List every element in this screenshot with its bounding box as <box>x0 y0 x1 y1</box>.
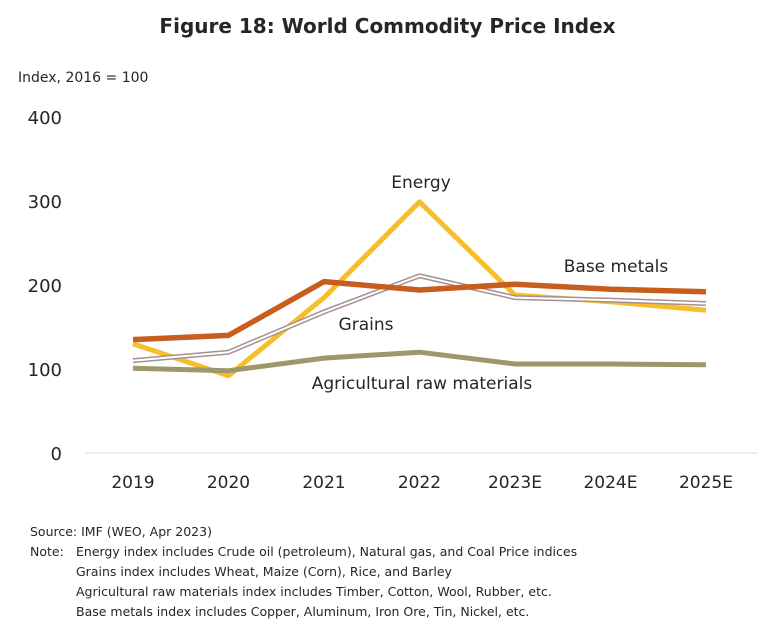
x-tick-label: 2023E <box>488 473 542 493</box>
series-label-energy: Energy <box>391 173 451 193</box>
y-axis-label: Index, 2016 = 100 <box>18 70 149 86</box>
x-tick-label: 2025E <box>679 473 733 493</box>
y-tick-label: 200 <box>28 276 62 297</box>
y-tick-label: 100 <box>28 360 62 381</box>
note-line-2: Grains index includes Wheat, Maize (Corn… <box>76 564 452 579</box>
note-line-1-row: Note: Energy index includes Crude oil (pe… <box>30 542 577 562</box>
chart-notes: Source: IMF (WEO, Apr 2023) Note: Energy … <box>30 522 577 622</box>
x-tick-label: 2020 <box>207 473 250 493</box>
y-tick-label: 0 <box>51 444 62 465</box>
note-line-4: Base metals index includes Copper, Alumi… <box>76 604 530 619</box>
x-tick-label: 2021 <box>302 473 345 493</box>
series-label-agricultural-raw-materials: Agricultural raw materials <box>312 374 533 394</box>
series-label-grains: Grains <box>339 315 394 335</box>
x-tick-label: 2022 <box>398 473 441 493</box>
series-line-agricultural-raw-materials <box>132 349 707 374</box>
chart-title: Figure 18: World Commodity Price Index <box>159 14 616 38</box>
note-line-1: Energy index includes Crude oil (petrole… <box>76 544 578 559</box>
note-label: Note: <box>30 544 64 559</box>
source-note: Source: IMF (WEO, Apr 2023) <box>30 524 212 539</box>
series-label-base-metals: Base metals <box>564 257 669 277</box>
x-tick-label: 2019 <box>111 473 154 493</box>
y-tick-label: 300 <box>28 192 62 213</box>
y-tick-label: 400 <box>28 108 62 129</box>
series-line-inner-grains <box>132 274 707 362</box>
x-tick-label: 2024E <box>583 473 637 493</box>
series-line-base-metals <box>132 278 707 343</box>
note-line-3: Agricultural raw materials index include… <box>76 584 552 599</box>
